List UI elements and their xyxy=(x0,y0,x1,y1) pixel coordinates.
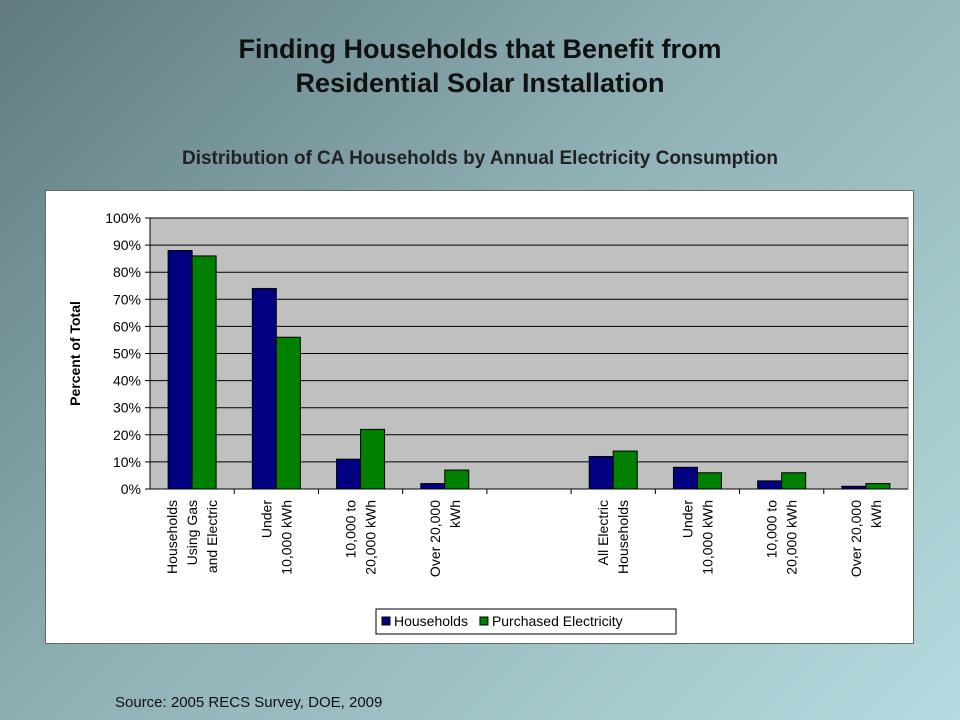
x-category-label: 10,000 kWh xyxy=(278,500,294,575)
slide-title-line1: Finding Households that Benefit from xyxy=(238,34,722,64)
bar-purchased-electricity xyxy=(612,450,638,490)
chart-area: 0% 10% 20% 30% 40% 50% 60% 70% 80% 90% 100% Percent… xyxy=(45,190,914,644)
bar-households xyxy=(336,458,362,490)
x-category-label: 10,000 kWh xyxy=(699,500,715,575)
bar-purchased-electricity xyxy=(275,336,301,490)
bar-purchased-electricity xyxy=(865,483,891,490)
bar-chart: 0% 10% 20% 30% 40% 50% 60% 70% 80% 90% 100% Percent… xyxy=(67,210,909,635)
x-category-label: and Electric xyxy=(204,500,220,573)
y-tick-label: 60% xyxy=(113,318,141,334)
legend-label: Households xyxy=(394,613,468,629)
bar-purchased-electricity xyxy=(360,428,386,490)
y-tick-label: 100% xyxy=(105,210,141,226)
x-category-label: Households xyxy=(615,500,631,574)
bar-households xyxy=(757,480,783,490)
bar-households xyxy=(588,455,614,490)
bar-households xyxy=(167,250,193,490)
slide-title: Finding Households that Benefit from Res… xyxy=(0,32,960,100)
bar-purchased-electricity xyxy=(444,469,470,490)
x-category-label: 10,000 to xyxy=(764,500,780,559)
bar-households xyxy=(251,287,277,490)
slide-title-line2: Residential Solar Installation xyxy=(295,68,665,98)
y-axis-title: Percent of Total xyxy=(67,301,83,406)
bar-purchased-electricity xyxy=(781,472,807,490)
bar-households xyxy=(420,483,446,490)
x-category-label: Households xyxy=(164,500,180,574)
y-tick-label: 30% xyxy=(113,400,141,416)
x-category-label: 10,000 to xyxy=(343,500,359,559)
source-note: Source: 2005 RECS Survey, DOE, 2009 xyxy=(115,694,383,711)
y-tick-label: 80% xyxy=(113,264,141,280)
y-tick-label: 20% xyxy=(113,427,141,443)
y-tick-label: 0% xyxy=(121,481,141,497)
bar-households xyxy=(672,466,698,490)
y-tick-label: 50% xyxy=(113,346,141,362)
bar-purchased-electricity xyxy=(696,472,722,490)
y-tick-label: 90% xyxy=(113,237,141,253)
x-category-label: Using Gas xyxy=(184,500,200,565)
legend-label: Purchased Electricity xyxy=(492,613,623,629)
chart-title: Distribution of CA Households by Annual … xyxy=(181,148,779,169)
x-category-label: Under xyxy=(258,500,274,538)
x-category-label: 20,000 kWh xyxy=(784,500,800,575)
x-category-label: 20,000 kWh xyxy=(363,500,379,575)
x-category-label: kWh xyxy=(447,500,463,528)
x-category-label: Over 20,000 xyxy=(848,500,864,577)
x-category-label: Over 20,000 xyxy=(427,500,443,577)
x-category-label: Under xyxy=(679,500,695,538)
y-tick-label: 40% xyxy=(113,373,141,389)
y-tick-label: 10% xyxy=(113,454,141,470)
bar-purchased-electricity xyxy=(191,255,217,490)
bar-households xyxy=(841,485,867,490)
x-category-label: All Electric xyxy=(595,500,611,565)
x-category-label: kWh xyxy=(868,500,884,528)
legend xyxy=(375,608,677,635)
legend-swatch xyxy=(381,616,391,626)
y-tick-label: 70% xyxy=(113,291,141,307)
legend-swatch xyxy=(479,616,489,626)
